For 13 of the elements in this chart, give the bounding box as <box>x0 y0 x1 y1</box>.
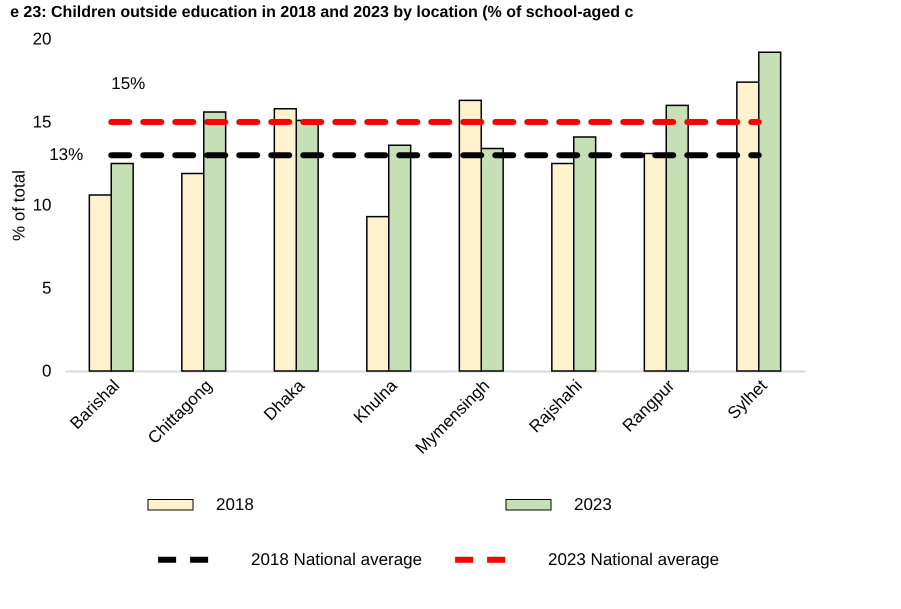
legend-label: 2018 National average <box>251 550 422 569</box>
y-tick-label: 20 <box>32 30 52 48</box>
y-tick-label: 0 <box>42 362 52 380</box>
y-tick-label: 15 <box>32 112 52 132</box>
legend-label: 2023 <box>574 494 612 514</box>
legend-label: 2018 <box>216 494 254 514</box>
legend-label: 2023 National average <box>548 550 720 569</box>
y-tick-label: 10 <box>32 196 52 214</box>
y-axis-title: % of total <box>10 170 29 241</box>
chart-title: e 23: Children outside education in 2018 and 2023 by location (% of school-aged c <box>10 4 634 21</box>
annotation: 15% <box>111 74 146 93</box>
annotation: 13% <box>49 145 84 164</box>
y-tick-label: 5 <box>42 278 52 298</box>
